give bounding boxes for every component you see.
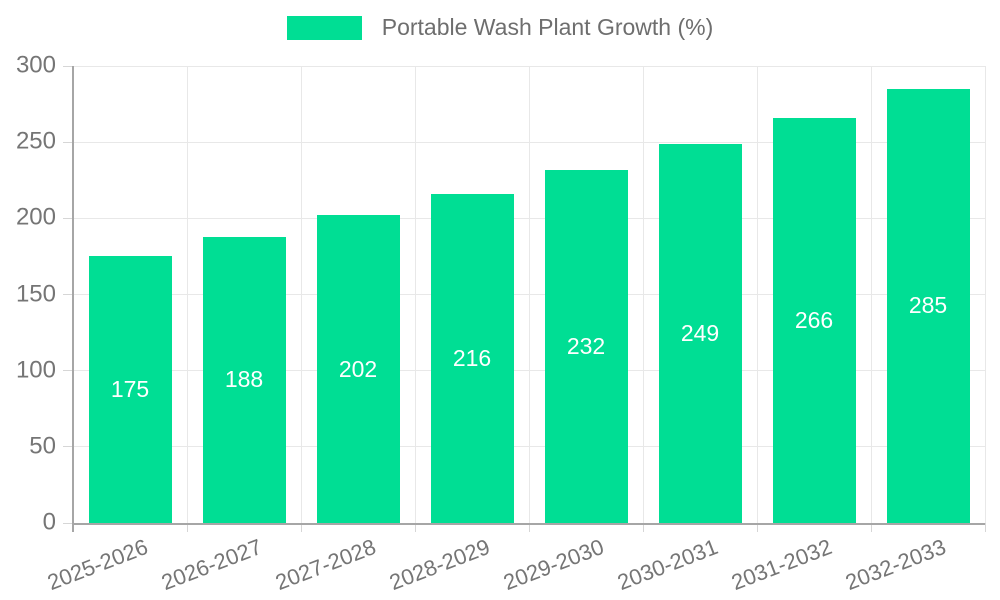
x-tick-mark <box>414 523 416 532</box>
y-tick-mark <box>63 370 73 372</box>
y-tick-mark <box>63 522 73 524</box>
x-gridline <box>756 66 758 523</box>
bar: 188 <box>202 236 286 523</box>
y-axis-tick-label: 100 <box>15 356 56 384</box>
bar-value-label: 232 <box>566 332 606 359</box>
bar: 216 <box>430 193 514 523</box>
y-axis-tick-label: 200 <box>15 203 56 231</box>
x-tick-mark <box>756 523 758 532</box>
x-gridline <box>984 66 986 523</box>
y-axis-tick-label: 50 <box>29 432 56 460</box>
x-gridline <box>528 66 530 523</box>
x-tick-mark <box>186 523 188 532</box>
y-axis-tick-label: 150 <box>15 279 56 307</box>
bar: 249 <box>658 143 742 523</box>
x-gridline <box>300 66 302 523</box>
bar: 202 <box>316 215 400 523</box>
x-tick-mark <box>984 523 986 532</box>
x-gridline <box>414 66 416 523</box>
x-gridline <box>642 66 644 523</box>
chart-legend[interactable]: Portable Wash Plant Growth (%) <box>0 14 1000 41</box>
x-axis-tick-label: 2027-2028 <box>271 534 379 596</box>
legend-label: Portable Wash Plant Growth (%) <box>381 14 714 40</box>
x-axis-tick-label: 2029-2030 <box>499 534 607 596</box>
x-axis-tick-label: 2031-2032 <box>727 534 835 596</box>
bar: 232 <box>544 169 628 523</box>
y-axis-line <box>72 66 74 532</box>
y-axis-tick-label: 300 <box>15 51 56 79</box>
x-gridline <box>186 66 188 523</box>
bar: 285 <box>886 88 970 523</box>
x-gridline <box>870 66 872 523</box>
y-tick-mark <box>63 65 73 67</box>
bar-value-label: 285 <box>908 292 948 319</box>
bar-value-label: 216 <box>452 344 492 371</box>
x-axis-tick-label: 2032-2033 <box>841 534 949 596</box>
x-axis-tick-label: 2030-2031 <box>613 534 721 596</box>
bar: 266 <box>772 117 856 523</box>
bar-value-label: 249 <box>680 319 720 346</box>
y-axis-tick-label: 0 <box>42 508 56 536</box>
x-tick-mark <box>870 523 872 532</box>
y-tick-mark <box>63 217 73 219</box>
bar-value-label: 175 <box>110 376 150 403</box>
bar: 175 <box>88 256 172 523</box>
x-axis-tick-label: 2026-2027 <box>157 534 265 596</box>
x-axis-tick-label: 2028-2029 <box>385 534 493 596</box>
y-tick-mark <box>63 141 73 143</box>
x-tick-mark <box>528 523 530 532</box>
y-tick-mark <box>63 294 73 295</box>
bar-value-label: 202 <box>338 355 378 382</box>
x-axis-line <box>73 523 985 525</box>
bar-value-label: 188 <box>224 366 264 393</box>
y-tick-mark <box>63 446 73 448</box>
x-axis-tick-label: 2025-2026 <box>43 534 151 596</box>
bar-value-label: 266 <box>794 306 834 333</box>
legend-swatch <box>286 15 362 40</box>
x-tick-mark <box>300 523 302 532</box>
x-tick-mark <box>642 523 644 532</box>
y-axis-tick-label: 250 <box>15 127 56 155</box>
